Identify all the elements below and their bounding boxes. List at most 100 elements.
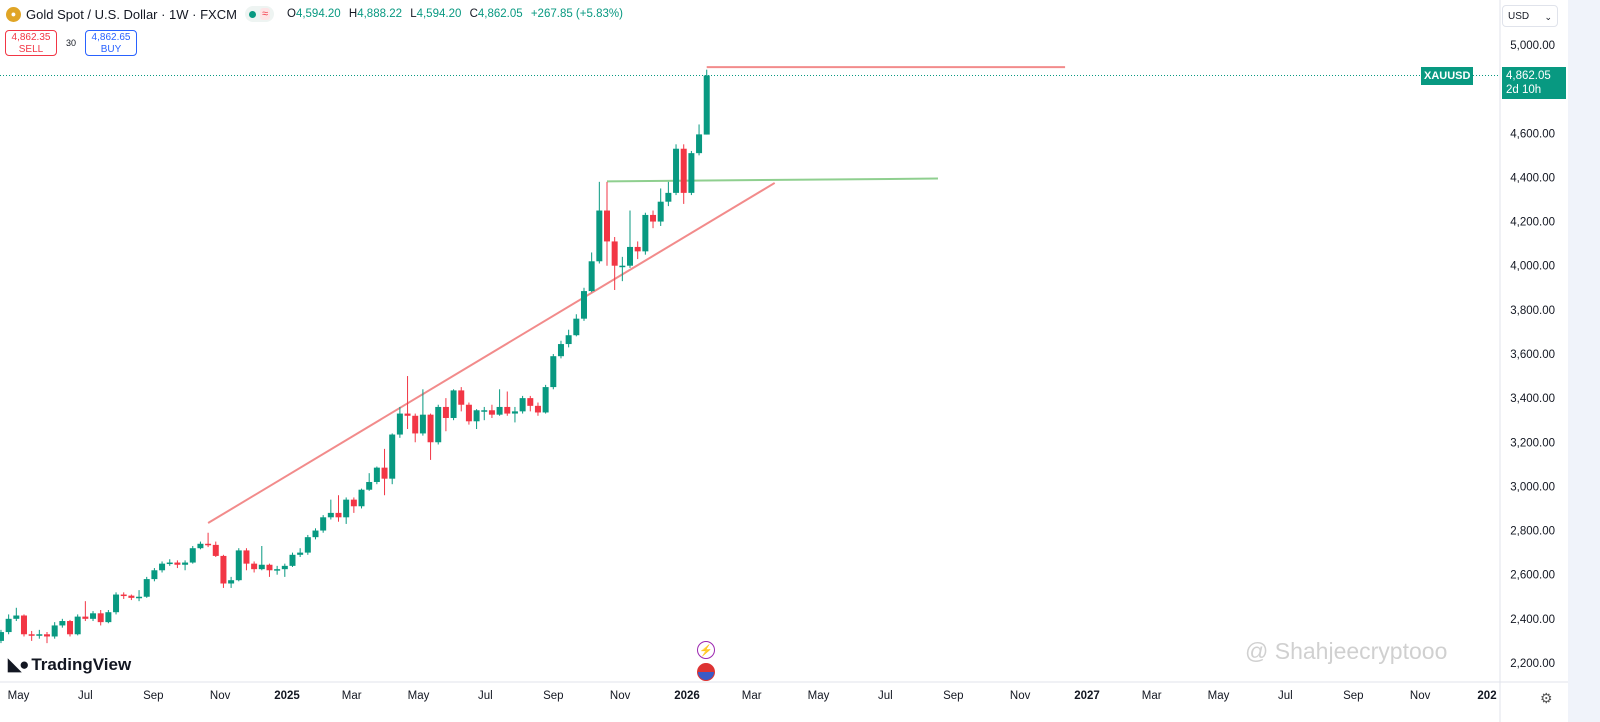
market-open-dot-icon (248, 10, 256, 18)
x-tick-label: May (408, 690, 430, 702)
candle-down (266, 564, 273, 571)
lightning-icon[interactable]: ⚡ (697, 641, 715, 659)
x-tick-label: Jul (1278, 690, 1293, 702)
candle-up (373, 467, 380, 482)
y-tick-label: 2,400.00 (1510, 614, 1555, 626)
candle-up (5, 618, 12, 633)
candle-down (488, 410, 495, 415)
watermark: @ Shahjeecryptooo (1245, 638, 1448, 664)
us-flag-icon[interactable] (697, 663, 715, 681)
candle-down (82, 616, 89, 619)
candle-up (189, 548, 196, 563)
candle-down (251, 563, 258, 570)
candle-up (588, 261, 595, 292)
x-tick-label: Mar (742, 690, 762, 702)
candle-up (481, 410, 488, 412)
x-tick-label: Sep (1343, 690, 1363, 702)
tradingview-logo[interactable]: ◣● TradingView (8, 655, 131, 675)
candle-down (243, 550, 250, 564)
x-tick-label: Jul (878, 690, 893, 702)
x-tick-label: Nov (210, 690, 231, 702)
candle-up (496, 406, 503, 415)
candle-up (258, 564, 265, 570)
high-value: 4,888.22 (357, 8, 402, 20)
chart-header: ● Gold Spot / U.S. Dollar · 1W · FXCM ≈ … (6, 6, 623, 22)
candle-down (212, 544, 219, 556)
candle-up (696, 134, 703, 154)
candle-down (465, 404, 472, 422)
candle-down (442, 406, 449, 418)
candle-up (703, 75, 710, 135)
candle-down (174, 562, 181, 565)
candle-down (128, 595, 135, 598)
candle-up (320, 517, 327, 531)
candle-up (151, 570, 158, 580)
candle-up (657, 201, 664, 222)
candle-up (596, 210, 603, 262)
gold-coin-icon: ● (6, 6, 21, 22)
y-tick-label: 4,200.00 (1510, 217, 1555, 229)
candle-up (59, 621, 66, 626)
candle-up (366, 481, 373, 490)
y-tick-label: 3,400.00 (1510, 393, 1555, 405)
settings-gear-icon[interactable]: ⚙ (1540, 690, 1553, 706)
tradingview-mark-icon: ◣● (8, 655, 29, 674)
x-tick-label: Nov (1410, 690, 1431, 702)
x-tick-label: Nov (1010, 690, 1031, 702)
trade-buttons: 4,862.35 SELL 30 4,862.65 BUY (5, 30, 138, 56)
currency-value: USD (1508, 11, 1530, 22)
open-value: 4,594.20 (295, 8, 341, 20)
candle-down (527, 398, 534, 406)
x-tick-label: 2026 (674, 690, 700, 702)
candle-up (74, 616, 81, 635)
candle-up (619, 265, 626, 268)
logo-text: TradingView (31, 655, 132, 674)
candle-up (557, 344, 564, 357)
ohlc-values: O4,594.20 H4,888.22 L4,594.20 C4,862.05 … (282, 8, 623, 20)
candle-up (228, 580, 235, 584)
candle-up (274, 569, 281, 571)
candle-up (396, 413, 403, 435)
candle-up (51, 625, 58, 637)
candle-up (166, 562, 173, 565)
candle-up (473, 410, 480, 422)
candle-up (565, 335, 572, 345)
candle-up (304, 537, 311, 553)
candle-up (688, 153, 695, 193)
open-label: O (286, 8, 296, 20)
right-panel-border (1568, 0, 1600, 722)
candle-down (120, 594, 127, 597)
candle-down (680, 148, 687, 193)
market-status[interactable]: ≈ (244, 6, 274, 22)
candle-up (182, 562, 189, 565)
candle-up (159, 563, 166, 571)
y-tick-label: 3,200.00 (1510, 437, 1555, 449)
spread-value: 30 (66, 38, 77, 48)
low-value: 4,594.20 (416, 8, 462, 20)
x-tick-label: Nov (610, 690, 631, 702)
candle-down (504, 406, 511, 414)
data-delay-icon: ≈ (259, 8, 270, 20)
y-tick-label: 3,600.00 (1510, 349, 1555, 361)
horizontal-level-line (606, 177, 938, 183)
buy-button[interactable]: 4,862.65 BUY (85, 30, 138, 56)
candle-up (519, 398, 526, 412)
candle-down (404, 413, 411, 416)
x-tick-label: 2025 (274, 690, 300, 702)
candle-up (627, 246, 634, 266)
currency-select[interactable]: USD ⌄ (1502, 5, 1558, 27)
candle-up (90, 613, 97, 619)
candle-down (335, 512, 342, 518)
candle-down (67, 621, 74, 635)
sell-button[interactable]: 4,862.35 SELL (5, 30, 57, 56)
y-tick-label: 2,800.00 (1510, 526, 1555, 538)
candle-down (458, 390, 465, 405)
symbol-title[interactable]: Gold Spot / U.S. Dollar · 1W · FXCM (26, 6, 237, 22)
candle-up (281, 565, 288, 570)
x-tick-label: Sep (943, 690, 963, 702)
candle-up (13, 615, 20, 619)
y-tick-label: 3,800.00 (1510, 305, 1555, 317)
candle-up (358, 489, 365, 507)
candle-up (143, 579, 150, 597)
